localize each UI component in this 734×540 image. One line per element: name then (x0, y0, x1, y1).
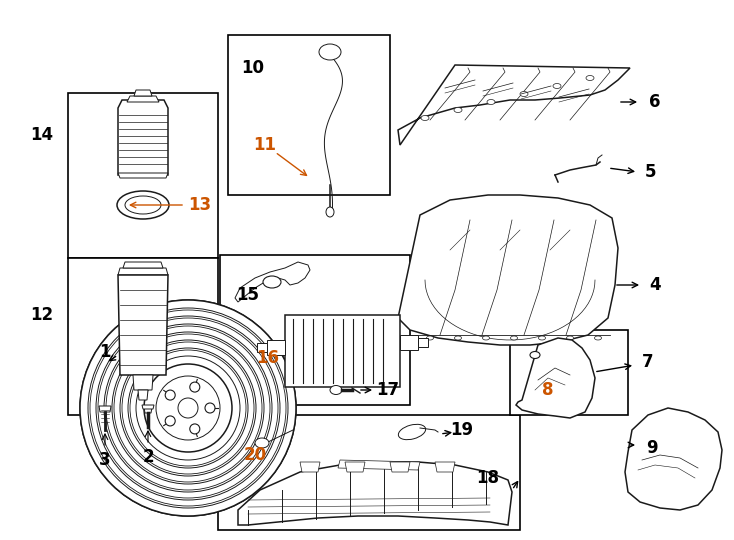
Ellipse shape (595, 336, 601, 340)
Bar (68, 93, 218, 258)
Polygon shape (400, 335, 418, 350)
Text: 4: 4 (649, 276, 661, 294)
Ellipse shape (487, 99, 495, 105)
Ellipse shape (326, 207, 334, 217)
Text: 16: 16 (256, 349, 280, 367)
Ellipse shape (125, 196, 161, 214)
Ellipse shape (586, 76, 594, 80)
Ellipse shape (399, 424, 426, 440)
Circle shape (205, 403, 215, 413)
Text: 20: 20 (244, 446, 266, 464)
Polygon shape (516, 338, 595, 418)
Polygon shape (138, 390, 148, 400)
Bar (510, 330, 628, 415)
Polygon shape (257, 343, 267, 352)
Text: 9: 9 (646, 439, 658, 457)
Polygon shape (345, 462, 365, 472)
Text: 12: 12 (30, 306, 54, 324)
Ellipse shape (482, 336, 490, 340)
Bar (218, 415, 520, 530)
Polygon shape (118, 268, 168, 275)
Polygon shape (398, 65, 630, 145)
Ellipse shape (426, 336, 434, 340)
Polygon shape (267, 340, 285, 355)
Polygon shape (142, 405, 154, 409)
Circle shape (178, 398, 198, 418)
Text: 5: 5 (644, 163, 655, 181)
Ellipse shape (255, 438, 269, 448)
Ellipse shape (530, 352, 540, 359)
Polygon shape (398, 195, 618, 345)
Circle shape (156, 376, 220, 440)
Bar (220, 255, 410, 405)
Text: 7: 7 (642, 353, 654, 371)
Circle shape (190, 382, 200, 392)
Circle shape (165, 416, 175, 426)
Ellipse shape (330, 386, 342, 395)
Polygon shape (118, 275, 168, 375)
Polygon shape (238, 462, 512, 525)
Ellipse shape (263, 276, 281, 288)
Polygon shape (133, 375, 153, 390)
Text: 3: 3 (99, 451, 111, 469)
Bar (228, 35, 390, 195)
Bar (68, 258, 218, 415)
Ellipse shape (454, 107, 462, 112)
Polygon shape (390, 462, 410, 472)
Circle shape (80, 300, 296, 516)
Text: 6: 6 (650, 93, 661, 111)
Text: 15: 15 (236, 286, 260, 304)
Text: 17: 17 (377, 381, 399, 399)
Polygon shape (144, 407, 152, 413)
Text: 11: 11 (253, 136, 277, 154)
Text: 19: 19 (451, 421, 473, 439)
Polygon shape (338, 460, 420, 470)
Text: 14: 14 (30, 126, 54, 144)
Ellipse shape (421, 116, 429, 120)
Circle shape (165, 390, 175, 400)
Polygon shape (418, 338, 428, 347)
Polygon shape (285, 315, 400, 387)
Polygon shape (625, 408, 722, 510)
Polygon shape (235, 262, 310, 302)
Text: 13: 13 (189, 196, 211, 214)
Ellipse shape (520, 91, 528, 97)
Ellipse shape (539, 336, 545, 340)
Circle shape (144, 364, 232, 452)
Polygon shape (118, 100, 168, 175)
Polygon shape (435, 462, 455, 472)
Ellipse shape (511, 336, 517, 340)
Ellipse shape (454, 336, 462, 340)
Polygon shape (300, 462, 320, 472)
Circle shape (190, 424, 200, 434)
Text: 8: 8 (542, 381, 553, 399)
Text: 10: 10 (241, 59, 264, 77)
Text: 1: 1 (99, 343, 111, 361)
Polygon shape (127, 96, 159, 102)
Ellipse shape (567, 336, 573, 340)
Polygon shape (99, 406, 111, 412)
Polygon shape (134, 90, 152, 96)
Circle shape (80, 300, 296, 516)
Ellipse shape (319, 44, 341, 60)
Polygon shape (123, 262, 163, 268)
Ellipse shape (553, 84, 561, 89)
Polygon shape (118, 173, 168, 178)
Ellipse shape (117, 191, 169, 219)
Text: 18: 18 (476, 469, 500, 487)
Text: 2: 2 (142, 448, 154, 466)
